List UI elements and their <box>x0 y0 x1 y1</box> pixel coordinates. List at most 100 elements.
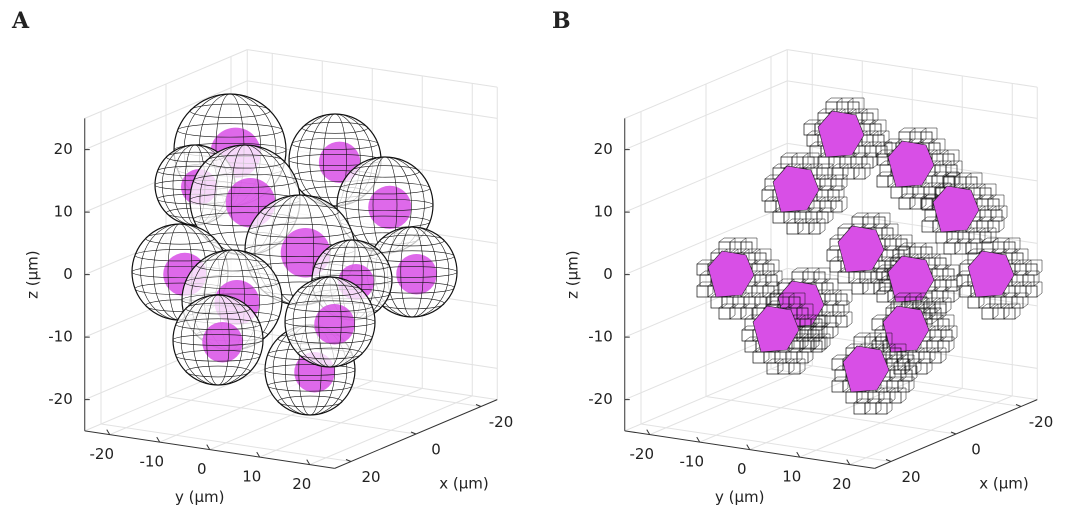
voxel <box>1000 296 1013 309</box>
voxel <box>819 200 832 213</box>
voxel-edge <box>802 152 820 169</box>
parallel <box>314 260 390 272</box>
voxel <box>861 112 874 125</box>
voxel-edge <box>851 212 869 229</box>
voxel <box>940 329 953 342</box>
cell <box>871 292 958 375</box>
x-tick-label: 0 <box>971 441 981 459</box>
voxel-edge <box>873 212 891 229</box>
x-axis-label: x (μm) <box>439 475 489 493</box>
voxel <box>824 293 837 306</box>
voxel <box>824 315 837 328</box>
parallel <box>339 182 431 195</box>
tick-mark <box>885 459 892 462</box>
z-tick-label: -10 <box>588 328 613 346</box>
voxel <box>898 197 911 210</box>
z-tick-label: -10 <box>48 328 73 346</box>
voxel <box>875 402 888 415</box>
cells <box>696 97 1043 415</box>
voxel-edge <box>729 303 747 320</box>
parallel <box>195 258 269 272</box>
z-tick-label: 10 <box>594 203 613 221</box>
voxel-edge <box>796 303 814 320</box>
voxel <box>816 211 829 224</box>
voxel-edge <box>847 97 865 114</box>
z-tick-label: 0 <box>603 265 613 283</box>
voxel-edge <box>802 267 820 284</box>
voxel <box>864 402 877 415</box>
tick-mark <box>206 444 211 450</box>
voxel-edge <box>921 216 939 233</box>
voxel-edge <box>796 347 814 364</box>
y-tick-label: 20 <box>832 475 851 493</box>
voxel <box>979 231 992 244</box>
voxel <box>788 362 801 375</box>
parallel <box>177 123 283 138</box>
parallel <box>264 364 356 376</box>
parallel <box>336 198 434 212</box>
voxel <box>836 101 849 114</box>
voxel-edge <box>1011 292 1029 309</box>
voxel-edge <box>979 227 997 244</box>
voxel-edge <box>1022 270 1040 287</box>
voxel <box>897 380 910 393</box>
voxel <box>808 222 821 235</box>
parallel <box>189 103 271 118</box>
voxel <box>740 241 753 254</box>
voxel <box>1003 307 1016 320</box>
voxel <box>979 209 992 222</box>
voxel <box>937 340 950 353</box>
z-axis-label: z (μm) <box>23 250 41 299</box>
voxel <box>976 220 989 233</box>
cell <box>956 237 1043 320</box>
x-axis-label: x (μm) <box>979 475 1029 493</box>
voxel <box>839 156 852 169</box>
nucleus <box>396 254 437 295</box>
voxel <box>1003 241 1016 254</box>
voxel <box>934 257 947 270</box>
x-tick-label: -20 <box>1029 413 1054 431</box>
panel-label: B <box>552 8 571 34</box>
voxel <box>1011 274 1024 287</box>
voxel <box>931 175 944 188</box>
tick-mark <box>846 459 851 465</box>
tick-mark <box>410 431 417 435</box>
voxel <box>1025 285 1038 298</box>
y-tick-label: -20 <box>630 445 655 463</box>
voxel <box>859 271 872 284</box>
voxel <box>805 211 818 224</box>
voxel-edge <box>830 196 848 213</box>
voxel <box>929 329 942 342</box>
voxel <box>796 351 809 364</box>
cell <box>831 332 918 415</box>
parallel <box>205 154 285 169</box>
voxel <box>830 200 843 213</box>
tick-mark <box>106 429 111 435</box>
voxel-edge <box>920 242 938 259</box>
voxel <box>786 222 799 235</box>
voxel-edge <box>808 218 826 235</box>
voxel <box>943 242 956 255</box>
voxel-edge <box>934 297 952 314</box>
cell <box>741 292 828 375</box>
voxel <box>1014 263 1027 276</box>
voxel <box>828 156 841 169</box>
voxel <box>945 279 958 292</box>
voxel <box>826 249 839 262</box>
voxel <box>1011 296 1024 309</box>
voxel <box>909 131 922 144</box>
voxel-edge <box>835 311 853 328</box>
voxel <box>862 282 875 295</box>
y-tick-label: 20 <box>292 475 311 493</box>
voxel <box>895 238 908 251</box>
voxel <box>992 307 1005 320</box>
nucleus <box>887 140 935 188</box>
nucleus <box>887 255 935 303</box>
voxel <box>990 209 1003 222</box>
voxel-edge <box>754 248 772 265</box>
y-axis-label: y (μm) <box>715 488 765 506</box>
cell <box>876 127 963 210</box>
parallel <box>297 347 363 360</box>
voxel <box>821 304 834 317</box>
